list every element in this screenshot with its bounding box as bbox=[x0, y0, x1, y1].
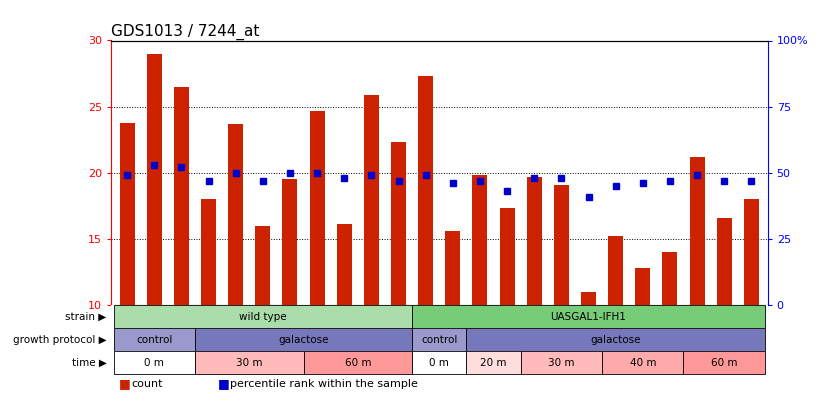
Bar bbox=[304, 352, 412, 375]
Text: count: count bbox=[131, 379, 163, 389]
Bar bbox=[717, 218, 732, 305]
Text: time ▶: time ▶ bbox=[72, 358, 107, 368]
Bar bbox=[391, 142, 406, 305]
Text: 40 m: 40 m bbox=[630, 358, 656, 368]
Bar bbox=[412, 328, 466, 352]
Bar bbox=[147, 54, 162, 305]
Bar bbox=[418, 76, 433, 305]
Bar bbox=[120, 122, 135, 305]
Bar bbox=[602, 352, 684, 375]
Bar bbox=[195, 352, 304, 375]
Bar bbox=[113, 328, 195, 352]
Text: control: control bbox=[136, 335, 172, 345]
Bar bbox=[201, 199, 216, 305]
Text: galactose: galactose bbox=[590, 335, 641, 345]
Bar bbox=[195, 328, 412, 352]
Bar bbox=[445, 231, 461, 305]
Bar bbox=[684, 352, 765, 375]
Bar bbox=[500, 209, 515, 305]
Bar bbox=[412, 305, 765, 328]
Bar bbox=[174, 87, 189, 305]
Text: percentile rank within the sample: percentile rank within the sample bbox=[230, 379, 418, 389]
Bar bbox=[635, 268, 650, 305]
Bar bbox=[690, 157, 704, 305]
Text: 0 m: 0 m bbox=[144, 358, 164, 368]
Bar bbox=[581, 292, 596, 305]
Bar bbox=[113, 305, 412, 328]
Bar bbox=[744, 199, 759, 305]
Bar bbox=[521, 352, 602, 375]
Bar bbox=[527, 177, 542, 305]
Bar bbox=[255, 226, 270, 305]
Text: 20 m: 20 m bbox=[480, 358, 507, 368]
Text: GDS1013 / 7244_at: GDS1013 / 7244_at bbox=[111, 24, 259, 40]
Bar bbox=[113, 352, 195, 375]
Text: 0 m: 0 m bbox=[429, 358, 449, 368]
Bar bbox=[282, 179, 297, 305]
Text: ■: ■ bbox=[119, 377, 131, 390]
Text: ■: ■ bbox=[218, 377, 229, 390]
Text: 60 m: 60 m bbox=[345, 358, 371, 368]
Text: control: control bbox=[421, 335, 457, 345]
Bar bbox=[608, 236, 623, 305]
Bar bbox=[472, 175, 488, 305]
Bar bbox=[466, 352, 521, 375]
Bar bbox=[412, 352, 466, 375]
Bar bbox=[310, 111, 324, 305]
Text: growth protocol ▶: growth protocol ▶ bbox=[13, 335, 107, 345]
Text: 30 m: 30 m bbox=[548, 358, 575, 368]
Bar bbox=[364, 95, 378, 305]
Text: strain ▶: strain ▶ bbox=[66, 311, 107, 322]
Text: 60 m: 60 m bbox=[711, 358, 737, 368]
Bar bbox=[228, 124, 243, 305]
Bar bbox=[466, 328, 765, 352]
Text: UASGAL1-IFH1: UASGAL1-IFH1 bbox=[551, 311, 626, 322]
Bar bbox=[337, 224, 351, 305]
Bar bbox=[554, 185, 569, 305]
Text: 30 m: 30 m bbox=[236, 358, 263, 368]
Bar bbox=[663, 252, 677, 305]
Text: wild type: wild type bbox=[239, 311, 287, 322]
Text: galactose: galactose bbox=[278, 335, 328, 345]
